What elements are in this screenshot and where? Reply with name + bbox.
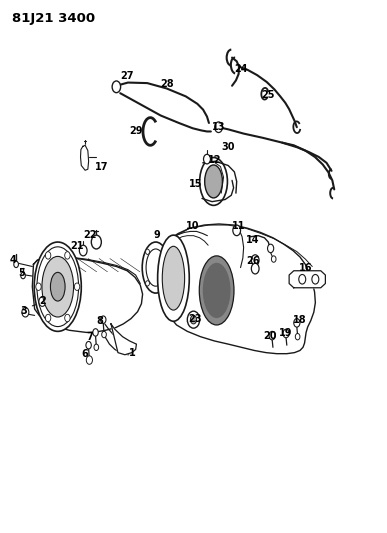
- Circle shape: [146, 249, 149, 254]
- Ellipse shape: [199, 256, 234, 325]
- Circle shape: [91, 235, 101, 249]
- Text: 19: 19: [279, 328, 293, 338]
- Polygon shape: [168, 224, 315, 354]
- Circle shape: [146, 281, 149, 286]
- Text: 27: 27: [120, 71, 134, 81]
- Circle shape: [102, 332, 106, 338]
- Text: 17: 17: [95, 161, 109, 172]
- Circle shape: [65, 252, 70, 259]
- Circle shape: [294, 319, 300, 327]
- Text: 20: 20: [263, 330, 277, 341]
- Polygon shape: [80, 146, 89, 170]
- Text: 3: 3: [21, 306, 27, 316]
- Text: 28: 28: [161, 79, 174, 89]
- Circle shape: [86, 342, 91, 349]
- Circle shape: [93, 329, 98, 336]
- Text: 9: 9: [153, 230, 160, 240]
- Circle shape: [36, 283, 41, 290]
- Circle shape: [21, 272, 26, 279]
- Circle shape: [271, 256, 276, 262]
- Text: 13: 13: [212, 122, 226, 132]
- Text: 10: 10: [186, 221, 199, 231]
- Ellipse shape: [146, 249, 165, 286]
- Ellipse shape: [37, 247, 79, 327]
- Text: 25: 25: [262, 90, 275, 100]
- Circle shape: [215, 122, 223, 133]
- Text: 81J21 3400: 81J21 3400: [12, 12, 95, 26]
- Circle shape: [22, 308, 29, 317]
- Text: 4: 4: [10, 255, 16, 265]
- Text: 29: 29: [130, 126, 143, 136]
- Polygon shape: [289, 271, 325, 288]
- Text: 5: 5: [19, 268, 25, 278]
- Text: 22: 22: [84, 230, 97, 240]
- Circle shape: [101, 316, 106, 324]
- Text: 6: 6: [81, 349, 88, 359]
- Text: 1: 1: [129, 348, 136, 358]
- Text: 2: 2: [39, 295, 46, 305]
- Circle shape: [112, 81, 121, 93]
- Polygon shape: [33, 257, 142, 333]
- Circle shape: [299, 274, 306, 284]
- Ellipse shape: [205, 165, 223, 198]
- Circle shape: [162, 249, 166, 254]
- Circle shape: [190, 316, 197, 324]
- Text: 7: 7: [86, 332, 93, 342]
- Text: 12: 12: [208, 155, 221, 165]
- Text: 14: 14: [246, 235, 260, 245]
- Circle shape: [162, 281, 166, 286]
- Circle shape: [295, 334, 300, 340]
- Ellipse shape: [200, 158, 228, 205]
- Circle shape: [65, 314, 70, 322]
- Ellipse shape: [158, 235, 189, 321]
- Circle shape: [204, 155, 211, 164]
- Circle shape: [39, 297, 46, 306]
- Circle shape: [267, 244, 274, 253]
- Polygon shape: [111, 324, 137, 355]
- Text: 8: 8: [96, 316, 103, 326]
- Text: 30: 30: [221, 142, 235, 152]
- Circle shape: [86, 356, 92, 365]
- Text: 23: 23: [188, 313, 202, 324]
- Circle shape: [269, 332, 275, 340]
- Ellipse shape: [203, 263, 231, 318]
- Circle shape: [233, 225, 241, 236]
- Circle shape: [94, 344, 99, 351]
- Text: 24: 24: [234, 64, 247, 74]
- Circle shape: [45, 314, 51, 322]
- Ellipse shape: [142, 242, 169, 293]
- Circle shape: [79, 245, 87, 256]
- Circle shape: [251, 263, 259, 274]
- Ellipse shape: [42, 256, 74, 317]
- Circle shape: [74, 283, 80, 290]
- Text: 11: 11: [232, 221, 246, 231]
- Ellipse shape: [162, 246, 185, 310]
- Ellipse shape: [34, 242, 81, 332]
- Text: 16: 16: [300, 263, 313, 272]
- Text: 26: 26: [246, 256, 260, 266]
- Text: 21: 21: [70, 241, 84, 251]
- Circle shape: [14, 261, 19, 268]
- Text: 15: 15: [189, 179, 202, 189]
- Circle shape: [283, 329, 289, 338]
- Circle shape: [187, 311, 200, 328]
- Text: 18: 18: [293, 314, 307, 325]
- Circle shape: [45, 252, 51, 259]
- Circle shape: [312, 274, 319, 284]
- Ellipse shape: [50, 272, 65, 301]
- Circle shape: [251, 255, 259, 265]
